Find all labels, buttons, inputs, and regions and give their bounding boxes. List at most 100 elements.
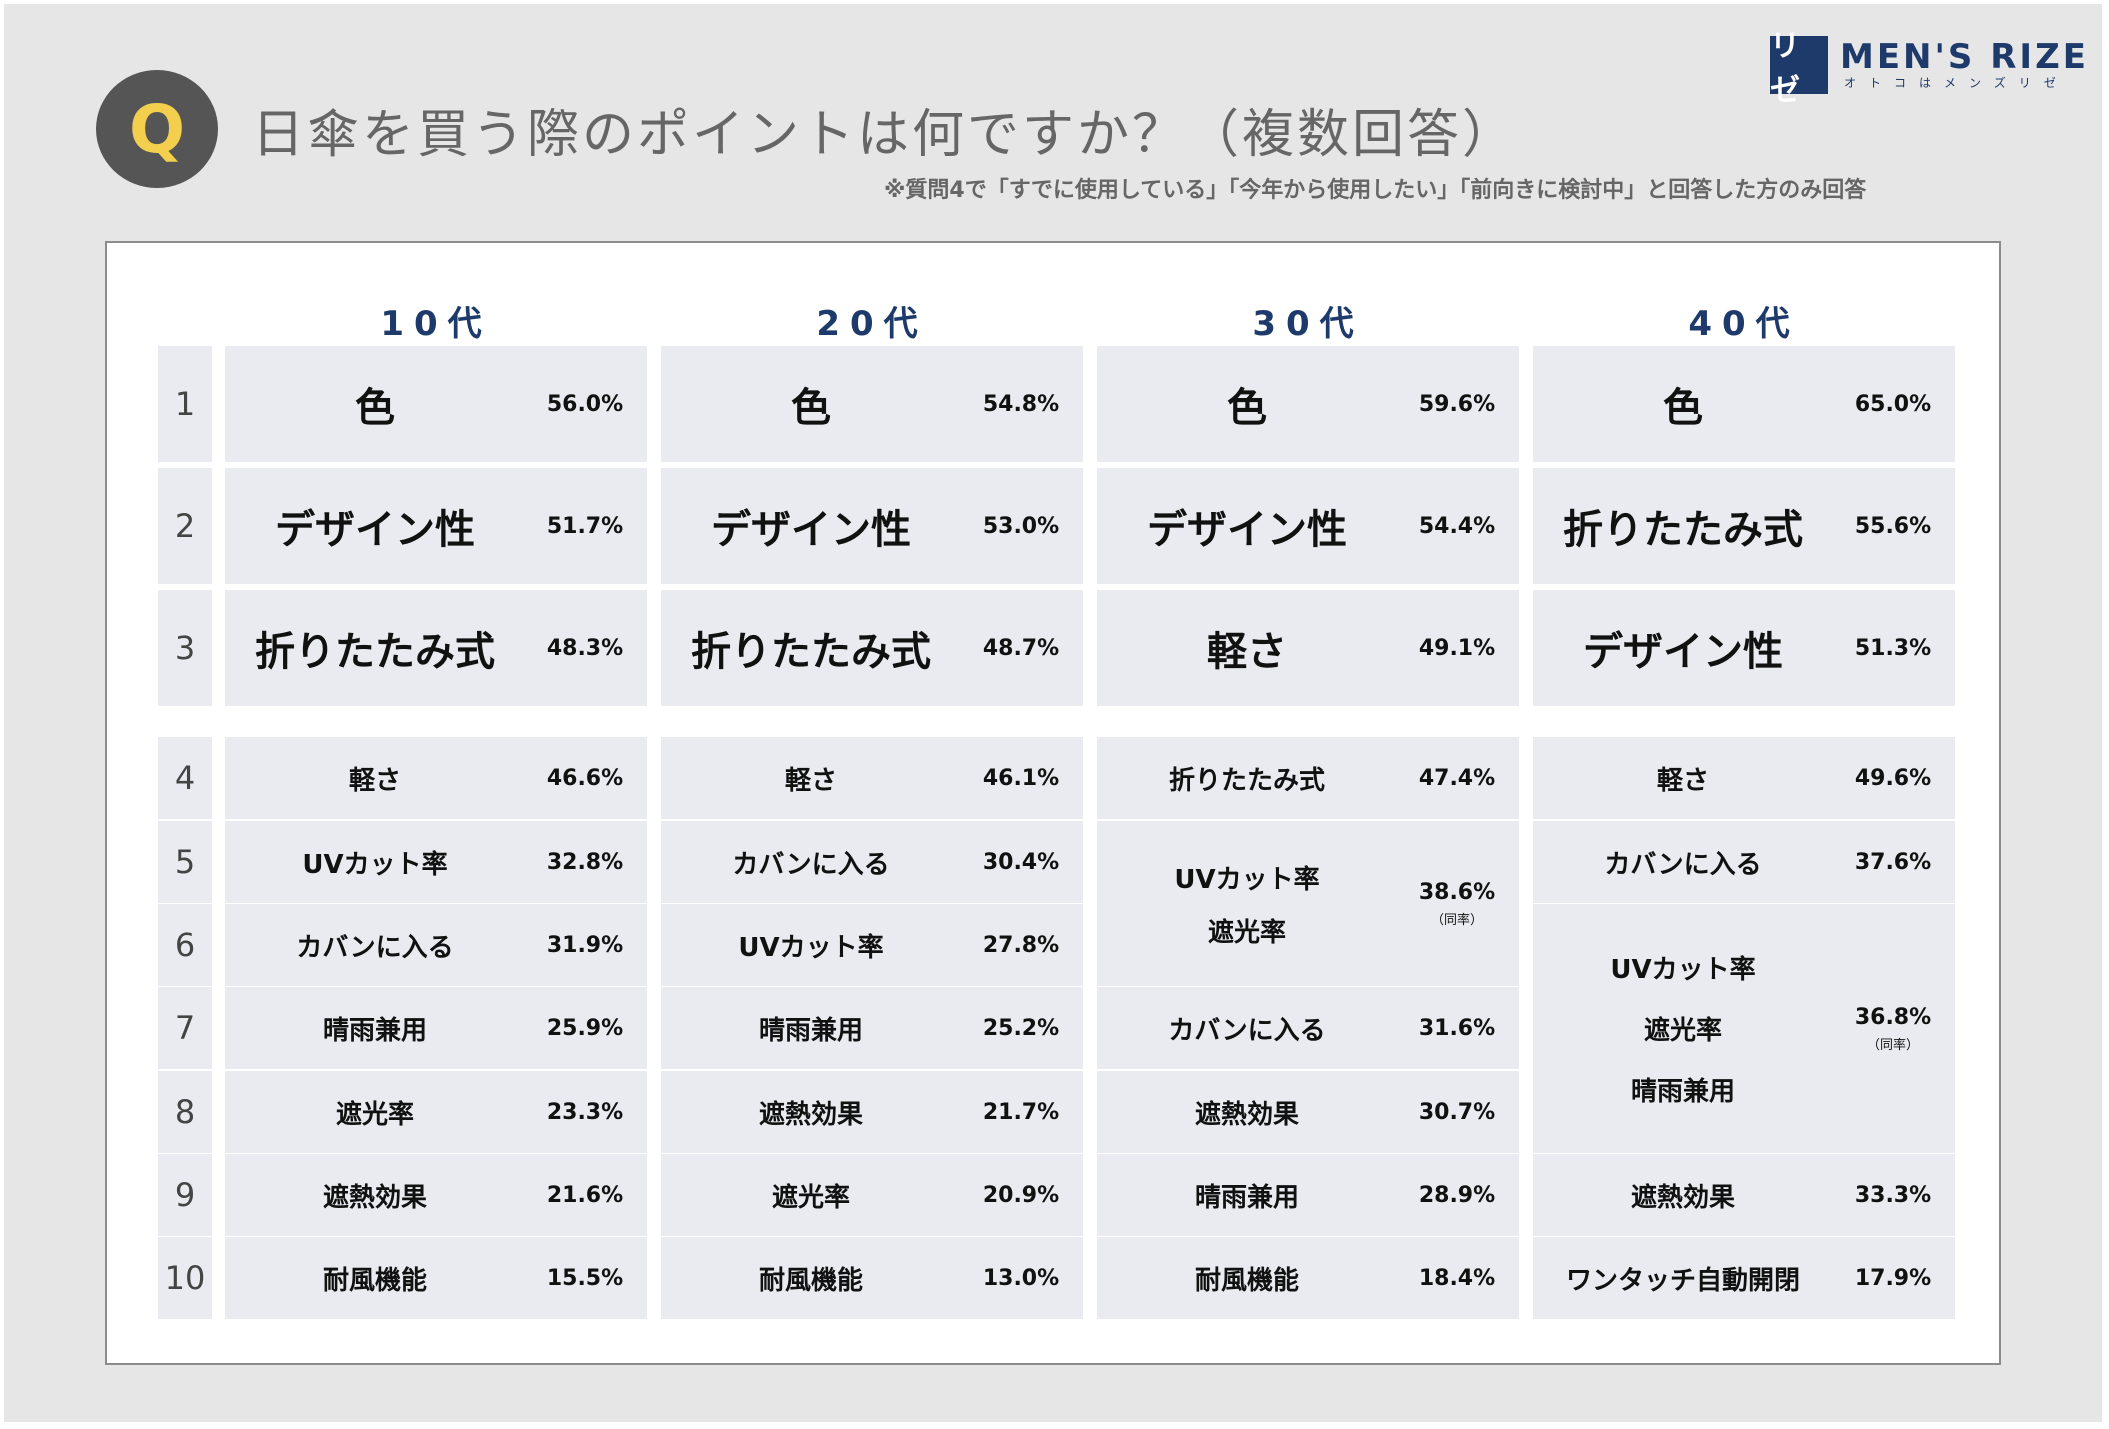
percentage-value: 18.4% — [1403, 1237, 1511, 1319]
rank-number: 6 — [158, 904, 212, 986]
percentage-value: 33.3% — [1839, 1154, 1947, 1236]
ranking-cell — [661, 468, 1083, 584]
ranking-cell — [1533, 904, 1955, 1153]
percentage-number: 32.8% — [546, 849, 624, 875]
percentage-number: 47.4% — [1418, 765, 1496, 791]
item-label: UVカット率 — [738, 932, 884, 963]
ranking-cell — [1533, 346, 1955, 462]
percentage-value: 56.0% — [531, 346, 639, 462]
percentage-number: 36.8% — [1854, 1004, 1932, 1030]
ranking-cell — [1097, 1237, 1519, 1319]
ranking-cell — [225, 1237, 647, 1319]
item-label: 軽さ — [1207, 629, 1287, 675]
ranking-cell — [1097, 1071, 1519, 1153]
ranking-cell — [661, 1154, 1083, 1236]
ranking-cell — [1533, 468, 1955, 584]
ranking-cell — [225, 1071, 647, 1153]
percentage-value: 36.8% （同率） — [1839, 904, 1947, 1153]
percentage-value: 48.3% — [531, 590, 639, 706]
brand-logo: リゼ MEN'S RIZE オトコはメンズリゼ — [1770, 29, 2089, 108]
logo-mark: リゼ — [1770, 29, 1828, 108]
item-label: 軽さ — [1656, 765, 1709, 796]
percentage-value: 49.1% — [1403, 590, 1511, 706]
percentage-value: 28.9% — [1403, 1154, 1511, 1236]
item-label: 軽さ — [348, 765, 401, 796]
percentage-number: 25.2% — [982, 1015, 1060, 1041]
percentage-number: 56.0% — [546, 391, 624, 417]
item-label: 遮熱効果 — [1194, 1099, 1299, 1130]
percentage-number: 49.6% — [1854, 765, 1932, 791]
percentage-number: 31.9% — [546, 932, 624, 958]
ranking-cell — [661, 1237, 1083, 1319]
item-label: 色 — [355, 385, 395, 431]
item-label: カバンに入る — [1168, 1015, 1326, 1046]
item-label-line: 遮光率 — [1207, 917, 1286, 948]
item-label: 遮光率 — [771, 1182, 850, 1213]
percentage-value: 25.2% — [967, 987, 1075, 1069]
ranking-cell — [661, 590, 1083, 706]
age-group-header: 20代 — [816, 304, 928, 344]
percentage-value: 46.6% — [531, 737, 639, 819]
percentage-value: 65.0% — [1839, 346, 1947, 462]
ranking-cell — [225, 468, 647, 584]
ranking-cell — [1097, 346, 1519, 462]
item-label: 色 — [791, 385, 831, 431]
percentage-value: 32.8% — [531, 821, 639, 903]
percentage-value: 25.9% — [531, 987, 639, 1069]
percentage-value: 21.7% — [967, 1071, 1075, 1153]
question-mark-label: Q — [128, 90, 186, 168]
respondent-note: ※質問4で「すでに使用している」「今年から使用したい」「前向きに検討中」と回答し… — [884, 178, 1867, 203]
ranking-cell — [661, 1071, 1083, 1153]
ranking-cell — [1097, 1154, 1519, 1236]
item-label: 遮熱効果 — [322, 1182, 427, 1213]
percentage-value: 21.6% — [531, 1154, 639, 1236]
percentage-number: 38.6% — [1418, 879, 1496, 905]
item-label: 晴雨兼用 — [758, 1015, 863, 1046]
percentage-number: 37.6% — [1854, 849, 1932, 875]
item-label: カバンに入る — [296, 932, 454, 963]
item-label: 折りたたみ式 — [255, 629, 495, 675]
percentage-number: 33.3% — [1854, 1182, 1932, 1208]
item-label: 耐風機能 — [322, 1265, 427, 1296]
percentage-value: 46.1% — [967, 737, 1075, 819]
percentage-value: 51.7% — [531, 468, 639, 584]
item-label: カバンに入る — [732, 849, 890, 880]
item-label: 色 — [1227, 385, 1267, 431]
item-label: デザイン性 — [1147, 507, 1347, 553]
logo-name: MEN'S RIZE — [1840, 37, 2089, 77]
logo-tagline: オトコはメンズリゼ — [1844, 76, 2069, 90]
ranking-cell — [1533, 1237, 1955, 1319]
percentage-number: 30.7% — [1418, 1099, 1496, 1125]
ranking-cell — [225, 346, 647, 462]
percentage-number: 51.3% — [1854, 635, 1932, 661]
percentage-value: 31.9% — [531, 904, 639, 986]
percentage-value: 30.4% — [967, 821, 1075, 903]
item-label: 晴雨兼用 — [1194, 1182, 1299, 1213]
percentage-value: 53.0% — [967, 468, 1075, 584]
ranking-cell — [661, 987, 1083, 1069]
page-title: 日傘を買う際のポイントは何ですか？（複数回答） — [252, 105, 1518, 165]
item-label: 遮熱効果 — [758, 1099, 863, 1130]
item-label-line: 晴雨兼用 — [1630, 1077, 1735, 1107]
item-label: 晴雨兼用 — [322, 1015, 427, 1046]
percentage-value: 59.6% — [1403, 346, 1511, 462]
item-label: カバンに入る — [1604, 849, 1762, 880]
ranking-cell — [225, 1154, 647, 1236]
percentage-value: 51.3% — [1839, 590, 1947, 706]
percentage-number: 25.9% — [546, 1015, 624, 1041]
item-label: 耐風機能 — [758, 1265, 863, 1296]
percentage-number: 48.3% — [546, 635, 624, 661]
item-label: UVカット率 遮光率 — [1097, 821, 1397, 986]
ranking-cell — [1097, 821, 1519, 986]
item-label: 折りたたみ式 — [1168, 765, 1325, 796]
ranking-cell — [661, 904, 1083, 986]
percentage-number: 65.0% — [1854, 391, 1932, 417]
item-label: 軽さ — [784, 765, 837, 796]
percentage-number: 31.6% — [1418, 1015, 1496, 1041]
percentage-number: 21.6% — [546, 1182, 624, 1208]
percentage-number: 54.4% — [1418, 513, 1496, 539]
rank-number: 1 — [158, 346, 212, 462]
percentage-number: 27.8% — [982, 932, 1060, 958]
percentage-value: 54.8% — [967, 346, 1075, 462]
item-label: UVカット率 — [302, 849, 448, 880]
